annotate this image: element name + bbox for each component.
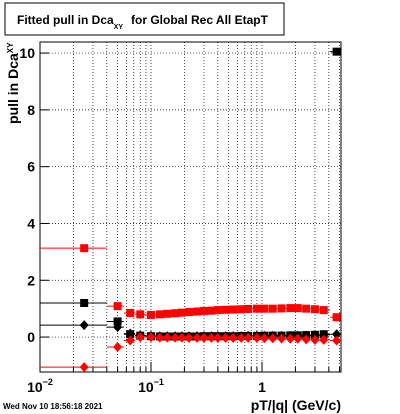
marker bbox=[332, 47, 341, 56]
marker bbox=[80, 298, 89, 307]
chart-title: Fitted pull in DcaXY for Global Rec All E… bbox=[17, 13, 269, 31]
marker bbox=[146, 332, 156, 343]
marker bbox=[302, 304, 311, 313]
x-axis-title: pT/|q| (GeV/c) bbox=[251, 397, 341, 413]
x-tick-base: 10 bbox=[138, 379, 154, 395]
x-tick-exponent: −1 bbox=[154, 377, 164, 387]
x-tick-label: 10−1 bbox=[138, 377, 164, 395]
marker bbox=[286, 304, 295, 313]
marker bbox=[301, 334, 311, 345]
marker bbox=[79, 362, 89, 373]
x-tick-base: 10 bbox=[27, 379, 43, 395]
marker bbox=[163, 309, 172, 318]
y-tick-label: 4 bbox=[27, 215, 35, 231]
title-box bbox=[4, 2, 285, 36]
marker bbox=[80, 244, 89, 253]
marker bbox=[221, 305, 230, 314]
y-tick-label: 10 bbox=[19, 45, 35, 61]
marker bbox=[319, 334, 329, 345]
x-tick-exponent: −2 bbox=[43, 377, 53, 387]
marker bbox=[113, 317, 122, 326]
marker bbox=[228, 332, 238, 343]
marker bbox=[229, 305, 238, 314]
marker bbox=[310, 334, 320, 345]
marker bbox=[293, 333, 303, 344]
marker bbox=[207, 306, 216, 315]
y-axis-title: pull in DcaXY bbox=[5, 42, 21, 124]
marker bbox=[79, 320, 89, 331]
x-tick-label: 10−2 bbox=[27, 377, 53, 395]
marker bbox=[260, 304, 269, 313]
marker bbox=[125, 335, 135, 346]
marker bbox=[252, 332, 262, 343]
marker bbox=[184, 332, 194, 343]
y-title-text: pull in Dca bbox=[5, 53, 21, 124]
timestamp: Wed Nov 10 18:56:18 2021 bbox=[3, 402, 103, 411]
marker bbox=[221, 332, 231, 343]
marker bbox=[185, 308, 194, 317]
y-tick-label: 0 bbox=[27, 329, 35, 345]
y-tick-label: 8 bbox=[27, 102, 35, 118]
marker bbox=[237, 305, 246, 314]
y-tick-label: 6 bbox=[27, 159, 35, 175]
marker bbox=[155, 310, 164, 319]
marker bbox=[277, 304, 286, 313]
marker bbox=[113, 322, 123, 333]
marker bbox=[244, 304, 253, 313]
marker bbox=[170, 332, 180, 343]
marker bbox=[310, 305, 319, 314]
y-tick-label: 2 bbox=[27, 272, 35, 288]
marker bbox=[319, 306, 328, 315]
marker bbox=[206, 332, 216, 343]
marker bbox=[268, 333, 278, 344]
marker bbox=[171, 309, 180, 318]
marker bbox=[213, 332, 223, 343]
marker bbox=[243, 332, 253, 343]
marker bbox=[192, 332, 202, 343]
marker bbox=[135, 332, 145, 343]
marker bbox=[126, 308, 135, 317]
x-tick-label: 1 bbox=[258, 379, 266, 395]
marker bbox=[113, 302, 122, 311]
marker bbox=[199, 306, 208, 315]
marker bbox=[177, 308, 186, 317]
marker bbox=[285, 333, 295, 344]
marker bbox=[236, 332, 246, 343]
marker bbox=[277, 333, 287, 344]
marker bbox=[293, 304, 302, 313]
marker bbox=[259, 333, 269, 344]
marker bbox=[332, 329, 342, 340]
marker bbox=[125, 328, 135, 339]
marker bbox=[146, 310, 155, 319]
title-subscript: XY bbox=[114, 24, 124, 31]
title-suffix: for Global Rec All EtapT bbox=[131, 13, 269, 27]
plot-frame bbox=[39, 41, 342, 373]
marker bbox=[199, 332, 209, 343]
marker bbox=[162, 332, 172, 343]
marker bbox=[332, 335, 342, 346]
y-title-subscript: XY bbox=[6, 42, 15, 53]
marker bbox=[136, 310, 145, 319]
marker bbox=[252, 304, 261, 313]
marker bbox=[155, 332, 165, 343]
marker bbox=[113, 342, 123, 353]
marker bbox=[332, 313, 341, 322]
marker bbox=[213, 306, 222, 315]
marker bbox=[193, 307, 202, 316]
marker bbox=[177, 332, 187, 343]
marker bbox=[268, 304, 277, 313]
marker bbox=[319, 329, 329, 340]
title-text: Fitted pull in Dca bbox=[17, 13, 114, 27]
